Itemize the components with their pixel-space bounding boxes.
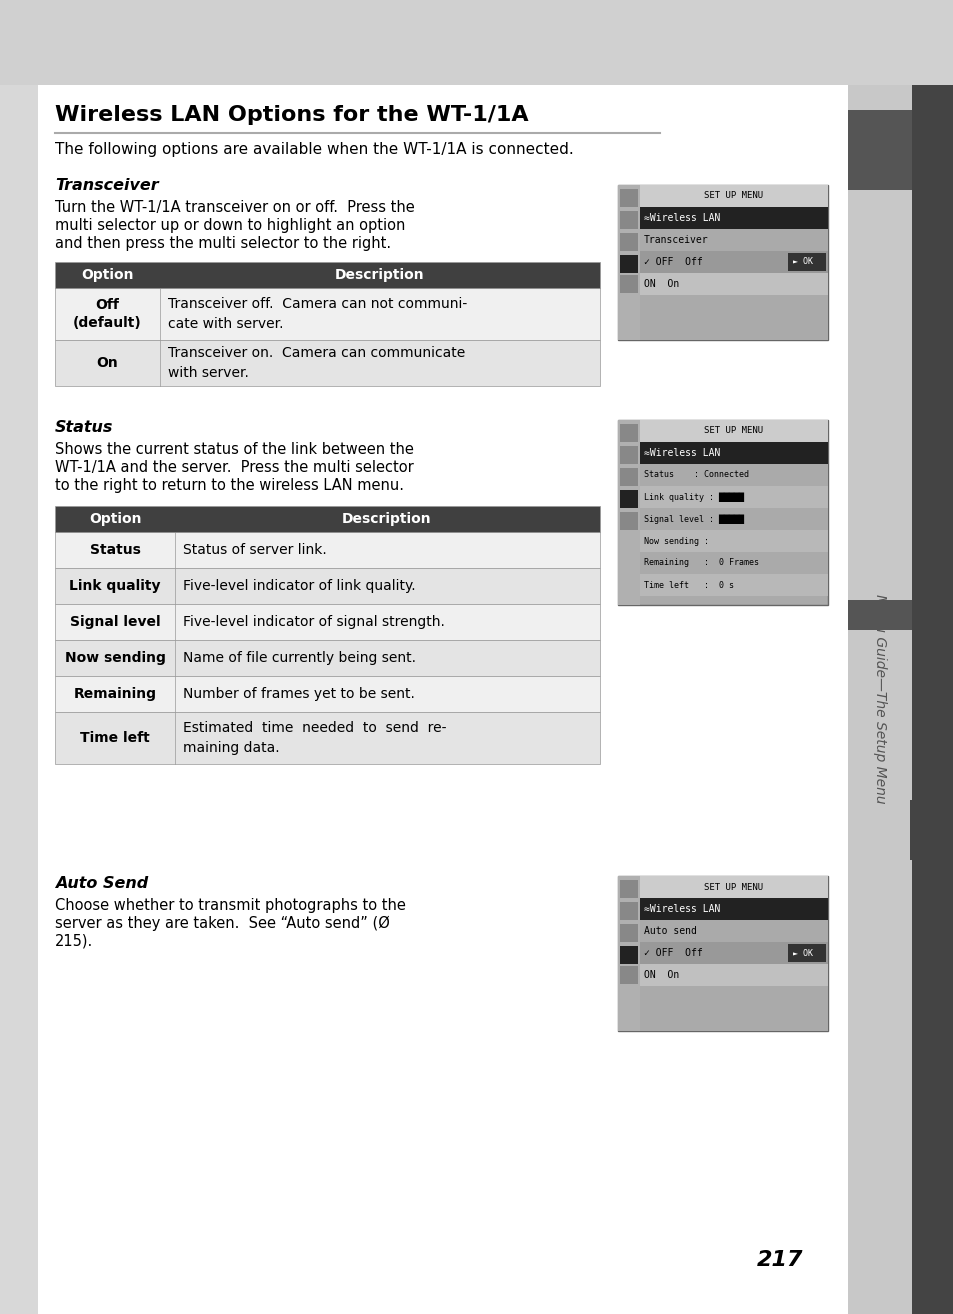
Text: WT-1/1A and the server.  Press the multi selector: WT-1/1A and the server. Press the multi … xyxy=(55,460,414,474)
Text: ► OK: ► OK xyxy=(792,949,812,958)
Text: Now sending :: Now sending : xyxy=(643,536,708,545)
Text: Time left   :  0 s: Time left : 0 s xyxy=(643,581,733,590)
Text: Choose whether to transmit photographs to the: Choose whether to transmit photographs t… xyxy=(55,897,405,913)
Text: multi selector up or down to highlight an option: multi selector up or down to highlight a… xyxy=(55,218,405,233)
Text: ✓ OFF  Off: ✓ OFF Off xyxy=(643,947,702,958)
Text: On: On xyxy=(96,356,118,371)
Text: ON  On: ON On xyxy=(643,279,679,289)
Text: Option: Option xyxy=(89,512,141,526)
Text: Shows the current status of the link between the: Shows the current status of the link bet… xyxy=(55,442,414,457)
Text: SET UP MENU: SET UP MENU xyxy=(703,883,762,891)
Text: Off
(default): Off (default) xyxy=(72,298,141,330)
Text: Name of file currently being sent.: Name of file currently being sent. xyxy=(183,650,416,665)
Text: Time left: Time left xyxy=(80,731,150,745)
Text: SET UP MENU: SET UP MENU xyxy=(703,427,762,435)
Text: Status of server link.: Status of server link. xyxy=(183,543,327,557)
Text: Description: Description xyxy=(335,268,424,283)
Text: ≈Wireless LAN: ≈Wireless LAN xyxy=(643,448,720,459)
Text: Remaining   :  0 Frames: Remaining : 0 Frames xyxy=(643,558,759,568)
Text: ► OK: ► OK xyxy=(792,258,812,267)
Text: 217: 217 xyxy=(756,1250,802,1271)
Text: to the right to return to the wireless LAN menu.: to the right to return to the wireless L… xyxy=(55,478,403,493)
Text: Estimated  time  needed  to  send  re-
maining data.: Estimated time needed to send re- mainin… xyxy=(183,721,446,754)
Text: Link quality : █████: Link quality : █████ xyxy=(643,493,743,502)
Text: server as they are taken.  See “Auto send” (Ø: server as they are taken. See “Auto send… xyxy=(55,916,390,932)
Text: Wireless LAN Options for the WT-1/1A: Wireless LAN Options for the WT-1/1A xyxy=(55,105,528,125)
Text: Signal level : █████: Signal level : █████ xyxy=(643,514,743,524)
Text: Link quality: Link quality xyxy=(70,579,161,593)
Text: ✓ OFF  Off: ✓ OFF Off xyxy=(643,258,702,267)
Text: Transceiver: Transceiver xyxy=(55,177,158,193)
Text: Remaining: Remaining xyxy=(73,687,156,700)
Text: SET UP MENU: SET UP MENU xyxy=(703,192,762,201)
Text: Five-level indicator of signal strength.: Five-level indicator of signal strength. xyxy=(183,615,444,629)
Text: Option: Option xyxy=(81,268,133,283)
Text: Description: Description xyxy=(342,512,432,526)
Text: Transceiver: Transceiver xyxy=(643,235,708,244)
Text: Number of frames yet to be sent.: Number of frames yet to be sent. xyxy=(183,687,415,700)
Text: Menu Guide—The Setup Menu: Menu Guide—The Setup Menu xyxy=(872,594,886,804)
Text: 215).: 215). xyxy=(55,934,93,949)
Text: Now sending: Now sending xyxy=(65,650,165,665)
Text: Auto Send: Auto Send xyxy=(55,876,148,891)
Text: Status: Status xyxy=(90,543,140,557)
Text: Status: Status xyxy=(55,420,113,435)
Text: ≈Wireless LAN: ≈Wireless LAN xyxy=(643,904,720,915)
Text: Turn the WT-1/1A transceiver on or off.  Press the: Turn the WT-1/1A transceiver on or off. … xyxy=(55,200,415,215)
Text: Five-level indicator of link quality.: Five-level indicator of link quality. xyxy=(183,579,416,593)
Text: Transceiver on.  Camera can communicate
with server.: Transceiver on. Camera can communicate w… xyxy=(168,347,465,380)
Text: and then press the multi selector to the right.: and then press the multi selector to the… xyxy=(55,237,391,251)
Text: Transceiver off.  Camera can not communi-
cate with server.: Transceiver off. Camera can not communi-… xyxy=(168,297,467,331)
Text: The following options are available when the WT-1/1A is connected.: The following options are available when… xyxy=(55,142,573,156)
Text: ≈Wireless LAN: ≈Wireless LAN xyxy=(643,213,720,223)
Text: Signal level: Signal level xyxy=(70,615,160,629)
Text: ON  On: ON On xyxy=(643,970,679,980)
Text: Auto send: Auto send xyxy=(643,926,696,936)
Text: Status    : Connected: Status : Connected xyxy=(643,470,748,480)
